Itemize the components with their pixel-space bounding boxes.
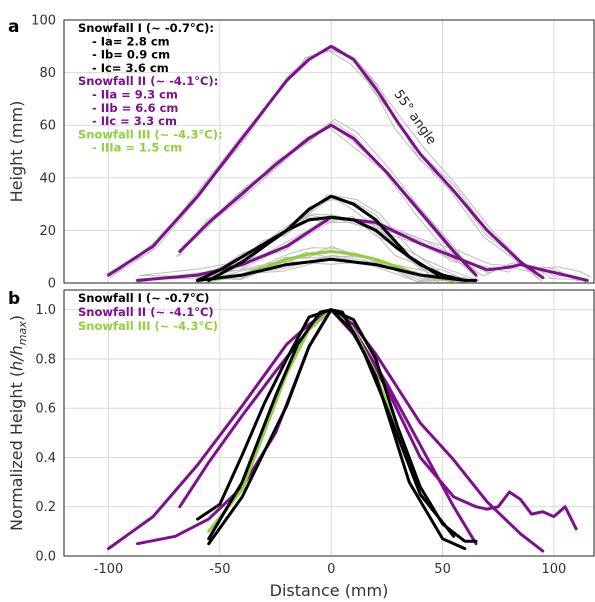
raw-scan-line — [182, 118, 480, 275]
legend-entry: - Ia= 2.8 cm — [92, 34, 170, 48]
y-tick-label: 1.0 — [35, 303, 56, 318]
legend-entry: - IIIa = 1.5 cm — [92, 141, 182, 155]
series-line-snowfall-1 — [196, 257, 467, 282]
legend-entry: - IIa = 9.3 cm — [92, 88, 178, 102]
y-tick-label: 80 — [39, 66, 56, 81]
series-line-snowfall-2 — [136, 215, 589, 282]
x-tick-label: 100 — [542, 562, 567, 577]
y-tick-label: 100 — [31, 14, 56, 29]
series-line-snowfall-2 — [107, 308, 545, 553]
legend-entry: Snowfall II (~ -4.1°C) — [78, 305, 214, 319]
panel-label: b — [8, 289, 20, 309]
series-line-snowfall-1 — [207, 308, 467, 551]
series-line-snowfall-2 — [178, 123, 478, 277]
y-tick-label: 60 — [39, 119, 56, 134]
y-tick-label: 0 — [48, 277, 56, 292]
x-tick-label: -100 — [94, 562, 124, 577]
y-tick-label: 0.8 — [35, 352, 56, 367]
y-tick-label: 0.0 — [35, 550, 56, 565]
x-axis-label: Distance (mm) — [270, 581, 389, 600]
legend-entry: Snowfall I (~ -0.7°C): — [78, 21, 214, 35]
raw-scan-line — [196, 260, 464, 281]
legend-entry: Snowfall III (~ -4.3°C) — [78, 319, 218, 333]
legend-entry: - IIc = 3.3 cm — [92, 114, 177, 128]
raw-scan-line — [104, 49, 540, 281]
x-tick-label: 50 — [434, 562, 451, 577]
legend-entry: Snowfall III (~ -4.3°C): — [78, 127, 223, 141]
panel-b: 0.0 0.2 0.4 0.6 0.8 1.0 -100 -50 0 50 100 b Normaliz… — [7, 289, 595, 600]
legend-entry: Snowfall II (~ -4.1°C): — [78, 74, 218, 88]
y-axis-label: Normalized Height (h/hmax) — [7, 315, 29, 531]
plot-frame — [63, 19, 595, 284]
y-tick-label: 40 — [39, 171, 56, 186]
y-tick-label: 0.4 — [35, 451, 56, 466]
legend-entry: - IIb = 6.6 cm — [92, 101, 178, 115]
legend-entry: Snowfall I (~ -0.7°C) — [78, 291, 209, 305]
x-tick-label: -50 — [209, 562, 230, 577]
legend-entry: - Ic= 3.6 cm — [92, 61, 169, 75]
series-line-snowfall-1 — [207, 194, 445, 282]
panel-a: 0 20 40 60 80 100 a Height (mm) 55° angle Snowfal… — [7, 14, 595, 292]
series-line-snowfall-1 — [207, 308, 456, 541]
angle-annotation: 55° angle — [390, 87, 439, 147]
series-line-snowfall-3 — [207, 249, 456, 282]
y-tick-label: 0.6 — [35, 402, 56, 417]
plot-frame — [63, 289, 595, 557]
series-line-snowfall-1 — [196, 215, 478, 282]
y-tick-label: 20 — [39, 224, 56, 239]
y-tick-label: 0.2 — [35, 500, 56, 515]
series-line-snowfall-2 — [136, 308, 578, 546]
panel-label: a — [8, 17, 19, 37]
y-axis-label: Height (mm) — [7, 101, 26, 203]
x-tick-label: 0 — [327, 562, 335, 577]
series-line-snowfall-2 — [107, 44, 545, 280]
legend-entry: - Ib= 0.9 cm — [92, 48, 170, 62]
